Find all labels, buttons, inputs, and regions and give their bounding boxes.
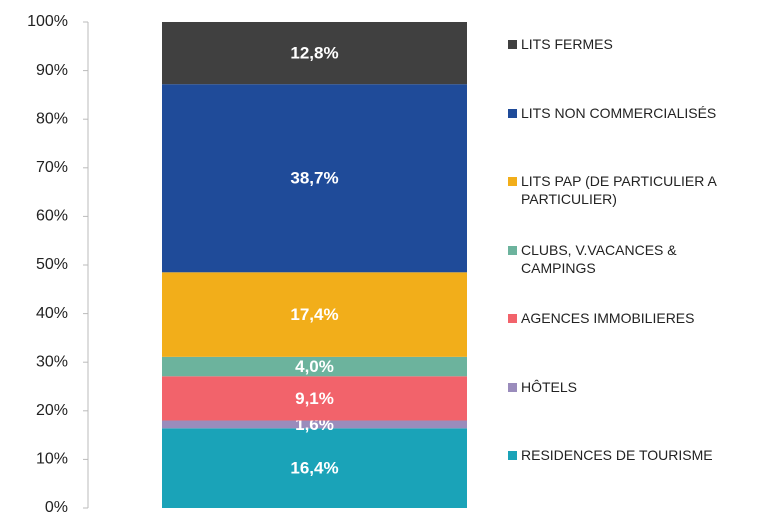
bar-segment (162, 22, 467, 85)
legend-item: AGENCES IMMOBILIERES (508, 309, 738, 327)
y-tick-label: 10% (36, 451, 68, 468)
legend-item: HÔTELS (508, 378, 738, 396)
value-label: 16,4% (290, 459, 338, 478)
value-label: 17,4% (290, 305, 338, 324)
value-label: 12,8% (290, 44, 338, 63)
y-tick-label: 50% (36, 256, 68, 273)
y-tick-label: 80% (36, 110, 68, 127)
bar-segment (162, 428, 467, 508)
y-tick-label: 90% (36, 62, 68, 79)
legend-swatch (508, 451, 517, 460)
legend-item: CLUBS, V.VACANCES & CAMPINGS (508, 241, 738, 277)
legend-label: LITS NON COMMERCIALISÉS (521, 104, 717, 121)
value-label: 38,7% (290, 169, 338, 188)
legend-label: CLUBS, V.VACANCES & CAMPINGS (521, 241, 677, 276)
bar-segment (162, 420, 467, 429)
legend-swatch (508, 382, 517, 392)
y-tick-label: 60% (36, 208, 68, 225)
y-tick-label: 100% (27, 13, 68, 30)
legend-item: LITS NON COMMERCIALISÉS (508, 104, 738, 122)
value-label: 9,1% (295, 389, 334, 408)
legend-label: RESIDENCES DE TOURISME (521, 447, 713, 463)
bar-segment (162, 356, 467, 377)
legend-swatch (508, 245, 517, 255)
value-label: 4,0% (295, 357, 334, 376)
legend-swatch (508, 108, 517, 118)
legend-swatch (508, 177, 517, 186)
legend-label: LITS FERMES (521, 36, 613, 52)
bar-segment (162, 84, 467, 273)
bar-segment (162, 376, 467, 421)
legend-swatch (508, 40, 517, 49)
y-tick-label: 0% (45, 499, 68, 514)
legend-item: LITS FERMES (508, 35, 738, 53)
y-tick-label: 40% (36, 305, 68, 322)
legend-label: AGENCES IMMOBILIERES (521, 310, 695, 326)
bar-segment (162, 272, 467, 357)
legend-item: RESIDENCES DE TOURISME (508, 446, 738, 464)
y-tick-label: 70% (36, 159, 68, 176)
legend-label: HÔTELS (521, 378, 578, 395)
legend-swatch (508, 314, 517, 323)
y-tick-label: 30% (36, 353, 68, 370)
y-tick-label: 20% (36, 402, 68, 419)
legend-item: LITS PAP (DE PARTICULIER A PARTICULIER) (508, 172, 738, 208)
legend-label: LITS PAP (DE PARTICULIER A PARTICULIER) (521, 173, 717, 207)
